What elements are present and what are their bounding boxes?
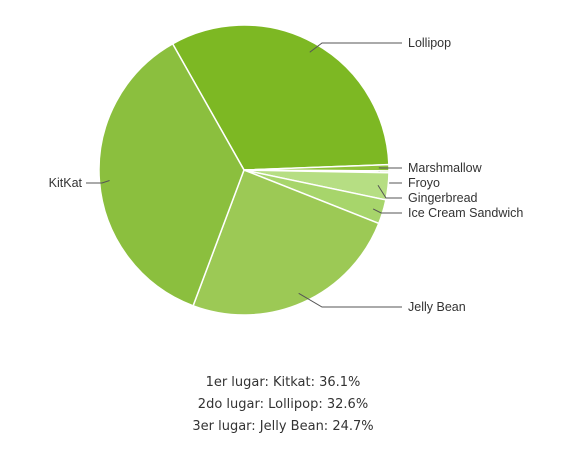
label-lollipop: Lollipop [408,36,451,50]
leader-line-ice-cream-sandwich [372,208,402,214]
slice-jelly-bean [192,169,380,316]
leader-line-lollipop [309,42,402,53]
label-ice-cream-sandwich: Ice Cream Sandwich [408,206,523,220]
label-marshmallow: Marshmallow [408,161,483,175]
label-kitkat: KitKat [49,176,83,190]
slice-lollipop [171,24,390,171]
ranking-caption: 1er lugar: Kitkat: 36.1% 2do lugar: Loll… [0,372,566,438]
label-froyo: Froyo [408,176,440,190]
label-gingerbread: Gingerbread [408,191,478,205]
second-place-text: 2do lugar: Lollipop: 32.6% [197,397,369,412]
label-jelly-bean: Jelly Bean [408,300,466,314]
leader-line-gingerbread [377,184,402,199]
first-place-text: 1er lugar: Kitkat: 36.1% [205,375,361,390]
leader-line-jelly-bean [298,292,402,308]
slice-kitkat [98,42,245,307]
third-place-text: 3er lugar: Jelly Bean: 24.7% [192,419,374,434]
leader-line-kitkat [86,180,110,184]
